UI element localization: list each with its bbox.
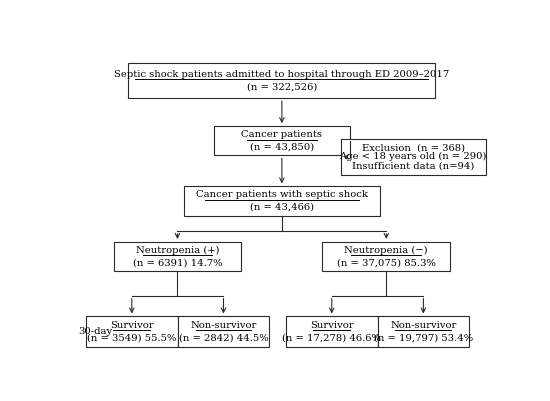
Text: Exclusion  (n = 368): Exclusion (n = 368)	[361, 143, 465, 152]
Text: Septic shock patients admitted to hospital through ED 2009–2017: Septic shock patients admitted to hospit…	[114, 70, 449, 79]
Text: Cancer patients: Cancer patients	[241, 130, 322, 139]
FancyBboxPatch shape	[213, 126, 350, 156]
Text: (n = 19,797) 53.4%: (n = 19,797) 53.4%	[374, 333, 473, 342]
Text: (n = 2842) 44.5%: (n = 2842) 44.5%	[179, 333, 268, 342]
Text: 30-day: 30-day	[78, 327, 112, 336]
FancyBboxPatch shape	[113, 242, 241, 271]
Text: (n = 43,850): (n = 43,850)	[250, 142, 314, 152]
Text: Neutropenia (+): Neutropenia (+)	[136, 246, 219, 255]
FancyBboxPatch shape	[322, 242, 450, 271]
FancyBboxPatch shape	[86, 316, 178, 347]
Text: (n = 43,466): (n = 43,466)	[250, 203, 314, 212]
Text: Insufficient data (n=94): Insufficient data (n=94)	[352, 162, 474, 170]
Text: (n = 37,075) 85.3%: (n = 37,075) 85.3%	[337, 258, 436, 267]
Text: (n = 6391) 14.7%: (n = 6391) 14.7%	[133, 258, 222, 267]
Text: (n = 322,526): (n = 322,526)	[247, 82, 317, 91]
Text: Non-survivor: Non-survivor	[190, 321, 257, 330]
Text: Survivor: Survivor	[110, 321, 153, 330]
FancyBboxPatch shape	[178, 316, 270, 347]
FancyBboxPatch shape	[340, 139, 486, 174]
FancyBboxPatch shape	[184, 186, 380, 216]
FancyBboxPatch shape	[286, 316, 377, 347]
Text: (n = 17,278) 46.6%: (n = 17,278) 46.6%	[282, 333, 381, 342]
FancyBboxPatch shape	[377, 316, 469, 347]
Text: Survivor: Survivor	[310, 321, 354, 330]
Text: Cancer patients with septic shock: Cancer patients with septic shock	[196, 190, 368, 199]
Text: Age < 18 years old (n = 290): Age < 18 years old (n = 290)	[339, 152, 487, 161]
FancyBboxPatch shape	[129, 63, 436, 98]
Text: Non-survivor: Non-survivor	[390, 321, 456, 330]
Text: (n = 3549) 55.5%: (n = 3549) 55.5%	[87, 333, 177, 342]
Text: Neutropenia (−): Neutropenia (−)	[344, 246, 428, 255]
